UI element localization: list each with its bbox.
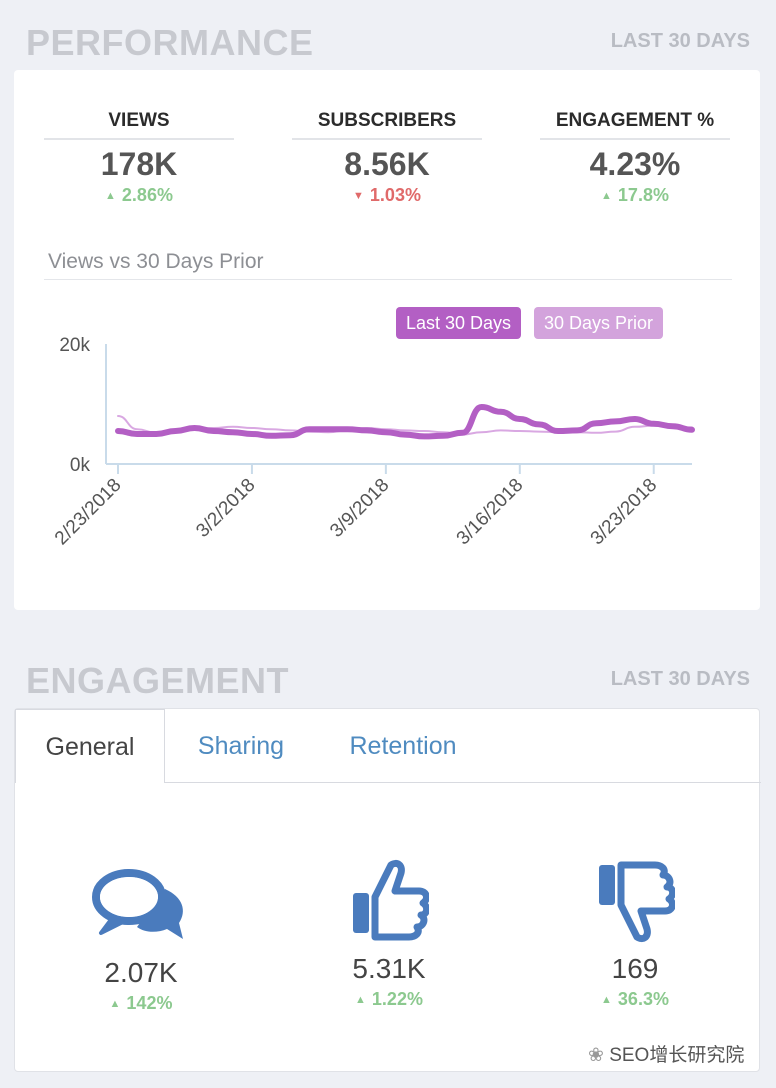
caret-up-icon: ▲ [109, 998, 121, 1010]
performance-title: PERFORMANCE [26, 22, 314, 63]
x-tick-label: 3/2/2018 [192, 475, 259, 542]
thumbs-up-icon [353, 859, 429, 941]
watermark: ❀ SEO增长研究院 [588, 1045, 745, 1066]
caret-up-icon: ▲ [355, 994, 366, 1006]
likes-value: 5.31K [352, 953, 426, 984]
dislikes-value: 169 [611, 953, 659, 984]
tab-retention[interactable]: Retention [349, 732, 457, 760]
kpi-label: SUBSCRIBERS [292, 110, 482, 140]
comments-delta: ▲ 142% [109, 993, 173, 1013]
caret-up-icon: ▲ [601, 190, 612, 202]
series-line-30-days-prior [117, 415, 693, 436]
y-tick-label: 20k [59, 335, 90, 356]
kpi-value: 178K [100, 146, 178, 182]
legend-last-30-days[interactable]: Last 30 Days [396, 307, 522, 339]
kpi-value: 8.56K [344, 146, 430, 182]
x-tick-label: 3/16/2018 [453, 475, 528, 550]
engagement-comments: 2.07K ▲ 142% [51, 867, 231, 1014]
thumbs-down-icon [599, 861, 675, 943]
x-tick-label: 3/23/2018 [587, 475, 662, 550]
performance-card: VIEWS 178K ▲ 2.86% SUBSCRIBERS 8.56K ▼ 1.0… [14, 70, 760, 610]
kpi-views: VIEWS 178K ▲ 2.86% [44, 110, 234, 206]
kpi-value: 4.23% [589, 146, 681, 182]
engagement-likes: 5.31K ▲ 1.22% [299, 857, 479, 1010]
legend-30-days-prior[interactable]: 30 Days Prior [534, 307, 664, 339]
kpi-delta: ▲ 2.86% [105, 185, 173, 205]
performance-header: PERFORMANCE LAST 30 DAYS [0, 22, 776, 63]
tab-sharing[interactable]: Sharing [197, 732, 285, 760]
wechat-icon: ❀ [588, 1045, 604, 1066]
comments-icon [92, 869, 183, 939]
caret-down-icon: ▼ [353, 190, 364, 202]
y-tick-label: 0k [70, 455, 91, 476]
kpi-delta: ▲ 17.8% [601, 185, 669, 205]
engagement-title: ENGAGEMENT [26, 660, 290, 701]
engagement-header: ENGAGEMENT LAST 30 DAYS [0, 660, 776, 701]
x-tick-label: 2/23/2018 [51, 475, 126, 550]
caret-up-icon: ▲ [105, 190, 116, 202]
kpi-subscribers: SUBSCRIBERS 8.56K ▼ 1.03% [292, 110, 482, 206]
dislikes-delta: ▲ 36.3% [601, 989, 669, 1009]
kpi-label: VIEWS [44, 110, 234, 140]
kpi-engagement: ENGAGEMENT % 4.23% ▲ 17.8% [540, 110, 730, 206]
kpi-label: ENGAGEMENT % [540, 110, 730, 140]
kpi-delta: ▼ 1.03% [353, 185, 421, 205]
comments-value: 2.07K [104, 957, 178, 988]
engagement-range: LAST 30 DAYS [610, 668, 750, 690]
performance-range: LAST 30 DAYS [610, 30, 750, 52]
caret-up-icon: ▲ [601, 994, 612, 1006]
chart-title: Views vs 30 Days Prior [48, 250, 264, 273]
x-tick-label: 3/9/2018 [326, 475, 393, 542]
series-line-last-30-days [115, 403, 695, 440]
chart-divider [44, 279, 732, 280]
engagement-card: General Sharing Retention 2.07K ▲ 142% 5.… [14, 708, 761, 1072]
likes-delta: ▲ 1.22% [355, 989, 423, 1009]
views-line-chart: 20k 0k2/23/2018 3/2/2018 3/9/2018 3/16/2018 3… [51, 335, 695, 550]
tab-general[interactable]: General [15, 709, 165, 783]
engagement-dislikes: 169 ▲ 36.3% [545, 861, 725, 1010]
tab-divider [165, 782, 761, 783]
engagement-tabs: General Sharing Retention [15, 709, 761, 783]
